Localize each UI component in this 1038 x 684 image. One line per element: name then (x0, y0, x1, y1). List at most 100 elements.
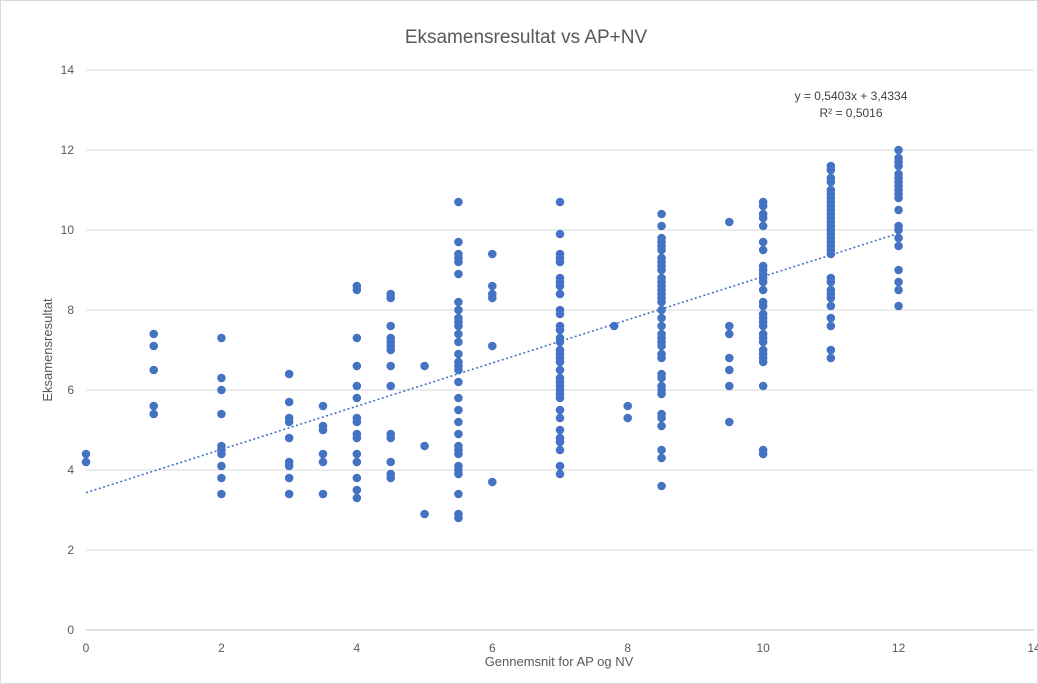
data-point (657, 305, 666, 315)
data-point (657, 313, 666, 323)
data-point (657, 297, 666, 307)
data-point (454, 417, 463, 427)
data-point (657, 413, 666, 423)
data-point (217, 333, 226, 343)
data-point (386, 457, 396, 467)
data-point (284, 417, 294, 427)
data-point (454, 197, 463, 207)
y-tick-label: 14 (61, 63, 75, 77)
data-point (657, 321, 666, 331)
data-point (454, 337, 463, 347)
data-point (454, 349, 463, 359)
y-tick-label: 6 (67, 383, 74, 397)
data-point (454, 405, 463, 415)
data-point (826, 177, 836, 187)
y-tick-label: 10 (61, 223, 75, 237)
data-point (758, 285, 768, 295)
data-point (454, 237, 463, 247)
trendline-equation: y = 0,5403x + 3,4334 (795, 89, 908, 103)
data-point (454, 321, 463, 331)
data-point (217, 373, 226, 383)
data-point (894, 193, 903, 203)
data-point (284, 473, 294, 483)
x-axis-title: Gennemsnit for AP og NV (485, 654, 634, 669)
data-point (894, 233, 903, 243)
data-point (657, 209, 666, 219)
data-point (454, 269, 463, 279)
data-point (454, 365, 463, 375)
data-point (555, 281, 565, 291)
data-point (454, 377, 463, 387)
data-point (454, 329, 463, 339)
data-point (149, 401, 159, 411)
data-point (487, 281, 497, 291)
data-point (352, 449, 362, 459)
data-point (555, 197, 565, 207)
data-point (352, 417, 362, 427)
data-point (284, 369, 294, 379)
data-point (758, 357, 768, 367)
data-point (420, 509, 429, 519)
data-point (149, 409, 159, 419)
data-point (217, 449, 226, 459)
data-point (894, 301, 903, 311)
data-point (284, 397, 294, 407)
data-point (352, 485, 362, 495)
data-point (318, 449, 328, 459)
data-point (420, 361, 429, 371)
data-point (81, 457, 91, 467)
data-point (826, 345, 836, 355)
trendline-r-squared: R² = 0,5016 (819, 106, 882, 120)
data-point (352, 493, 362, 503)
data-point (555, 357, 565, 367)
data-point (487, 249, 497, 259)
data-point (284, 433, 294, 443)
data-point (758, 337, 768, 347)
data-point (318, 401, 328, 411)
data-point (454, 393, 463, 403)
data-point (386, 473, 396, 483)
data-point (657, 373, 666, 383)
data-point (724, 381, 734, 391)
data-point (826, 353, 836, 363)
data-point (826, 249, 836, 259)
data-point (758, 301, 768, 311)
data-point (454, 489, 463, 499)
data-point (826, 301, 836, 311)
data-point (555, 405, 565, 415)
data-point (609, 321, 619, 331)
data-point (758, 245, 768, 255)
data-point (149, 365, 159, 375)
data-point (555, 393, 565, 403)
data-point (352, 285, 362, 295)
y-tick-label: 2 (67, 543, 74, 557)
data-point (555, 461, 565, 471)
data-point (352, 381, 362, 391)
data-point (758, 449, 768, 459)
data-point (454, 305, 463, 315)
data-points (81, 145, 903, 523)
data-point (555, 229, 565, 239)
data-point (657, 481, 666, 491)
data-point (487, 477, 497, 487)
data-point (555, 289, 565, 299)
data-point (894, 161, 903, 171)
y-tick-label: 0 (67, 623, 74, 637)
data-point (555, 445, 565, 455)
data-point (758, 237, 768, 247)
data-point (758, 201, 768, 211)
data-point (724, 217, 734, 227)
data-point (657, 353, 666, 363)
data-point (318, 425, 328, 435)
x-tick-label: 2 (218, 641, 225, 655)
data-point (454, 449, 463, 459)
data-point (724, 321, 734, 331)
data-point (217, 409, 226, 419)
data-point (826, 277, 836, 287)
data-point (217, 473, 226, 483)
x-tick-label: 6 (489, 641, 496, 655)
data-point (386, 361, 396, 371)
data-point (894, 285, 903, 295)
